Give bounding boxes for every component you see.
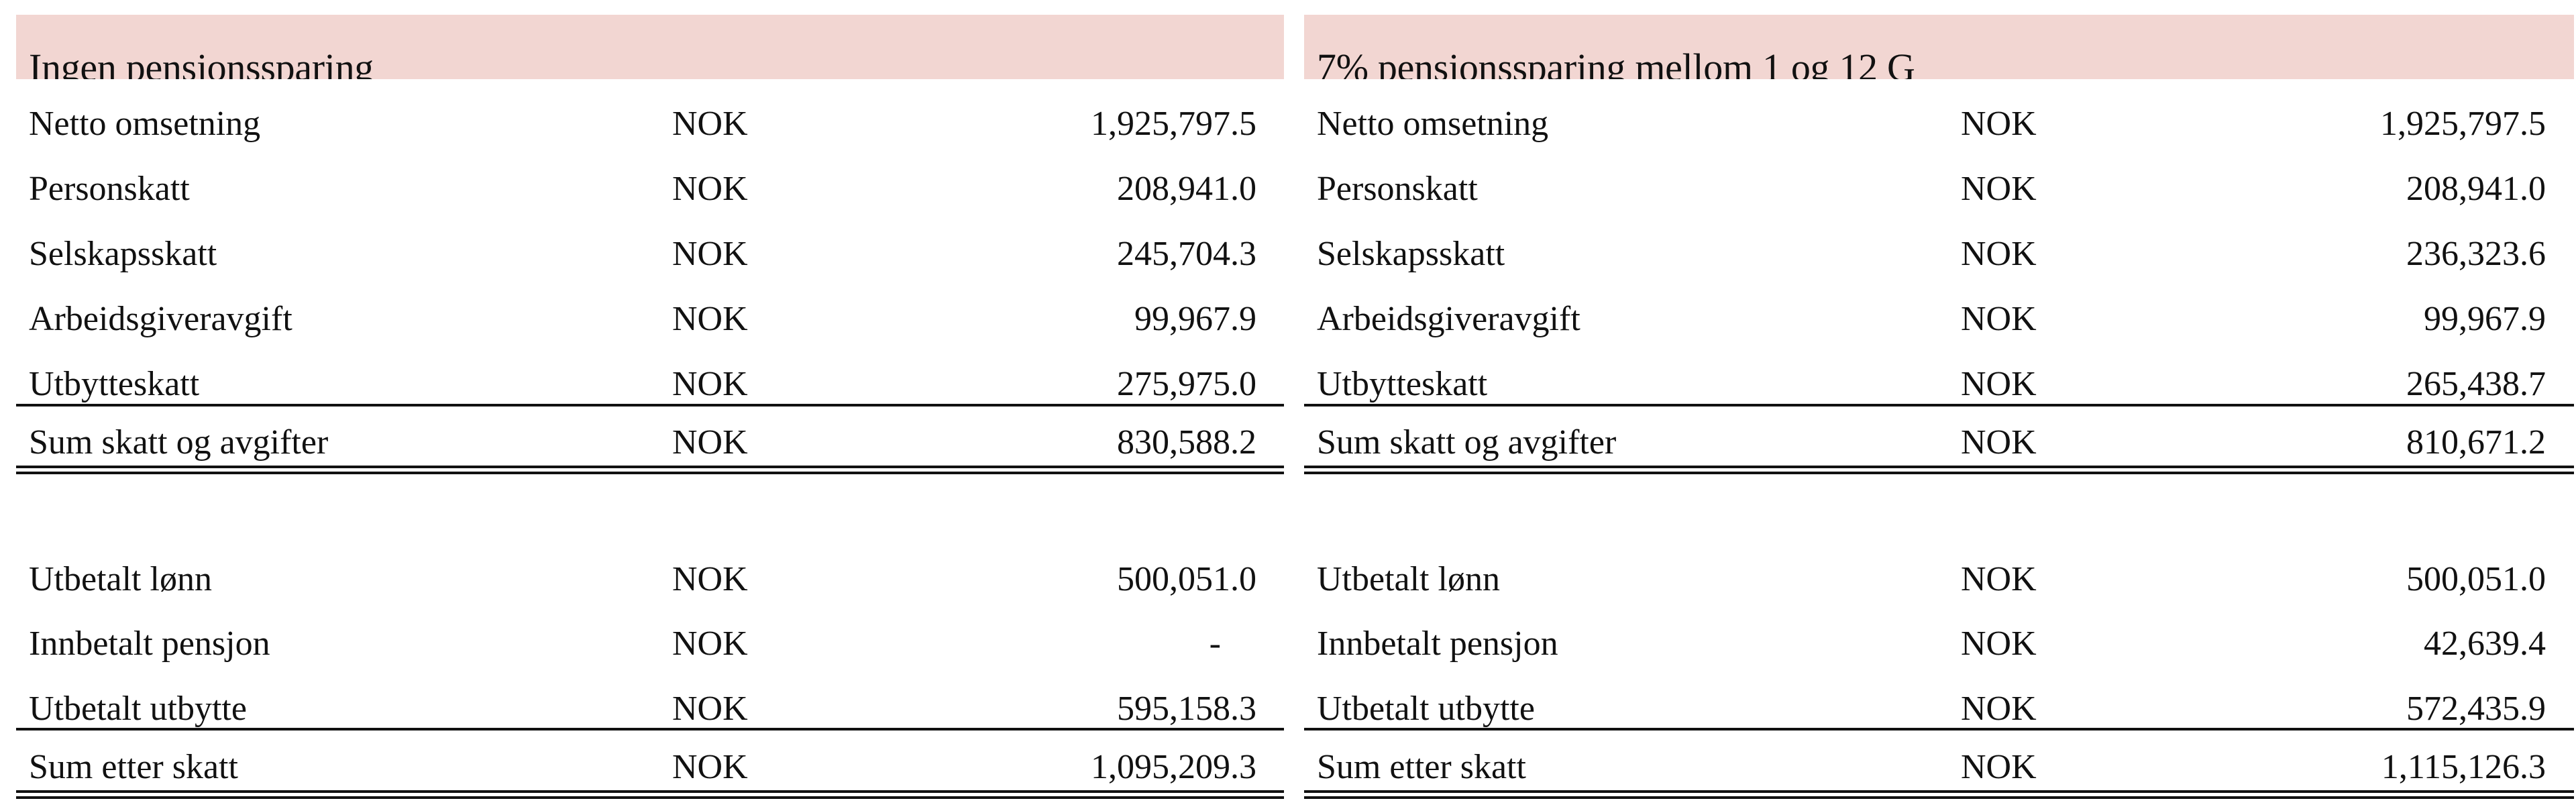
table-row-total-tax: Sum skatt og avgifter NOK 810,671.2 <box>1304 419 2574 466</box>
table-row-utbytteskatt: Utbytteskatt NOK 275,975.0 <box>16 361 1284 408</box>
table-row-arbeidsgiveravgift: Arbeidsgiveravgift NOK 99,967.9 <box>1304 296 2574 343</box>
row-label: Personskatt <box>29 170 190 208</box>
row-value: 1,925,797.5 <box>1091 105 1256 143</box>
row-label: Utbytteskatt <box>1317 365 1488 403</box>
row-currency: NOK <box>672 365 748 403</box>
row-label: Utbytteskatt <box>29 365 200 403</box>
table-row-utbytteskatt: Utbytteskatt NOK 265,438.7 <box>1304 361 2574 408</box>
total-value: 810,671.2 <box>2406 423 2546 462</box>
row-currency: NOK <box>672 170 748 208</box>
row-currency: NOK <box>1961 690 2037 728</box>
row-value: 236,323.6 <box>2406 235 2546 273</box>
row-value: 265,438.7 <box>2406 365 2546 403</box>
row-label: Utbetalt utbytte <box>29 690 247 728</box>
row-value: 99,967.9 <box>2424 300 2546 338</box>
table-row-selskapsskatt: Selskapsskatt NOK 236,323.6 <box>1304 231 2574 278</box>
row-value: 595,158.3 <box>1117 690 1256 728</box>
total-value: 1,095,209.3 <box>1091 748 1256 786</box>
row-label: Utbetalt lønn <box>29 560 212 598</box>
table-row-arbeidsgiveravgift: Arbeidsgiveravgift NOK 99,967.9 <box>16 296 1284 343</box>
total-double-rule <box>16 790 1284 799</box>
table-row-utbetalt-lonn: Utbetalt lønn NOK 500,051.0 <box>16 556 1284 603</box>
row-currency: NOK <box>1961 105 2037 143</box>
table-row-personskatt: Personskatt NOK 208,941.0 <box>16 166 1284 213</box>
table-row-total-tax: Sum skatt og avgifter NOK 830,588.2 <box>16 419 1284 466</box>
total-double-rule <box>16 466 1284 474</box>
row-currency: NOK <box>1961 423 2037 462</box>
row-label: Selskapsskatt <box>1317 235 1505 273</box>
subtotal-rule <box>1304 728 2574 731</box>
row-value: - <box>1209 625 1221 663</box>
row-label: Netto omsetning <box>29 105 261 143</box>
row-value: 208,941.0 <box>1117 170 1256 208</box>
row-value: 572,435.9 <box>2406 690 2546 728</box>
total-value: 1,115,126.3 <box>2381 748 2546 786</box>
row-currency: NOK <box>672 690 748 728</box>
total-value: 830,588.2 <box>1117 423 1256 462</box>
total-label: Sum skatt og avgifter <box>1317 423 1617 462</box>
row-value: 42,639.4 <box>2424 625 2546 663</box>
row-label: Arbeidsgiveravgift <box>29 300 292 338</box>
scenario-panel-7pct-pension: 7% pensjonssparing mellom 1 og 12 G Nett… <box>1304 0 2574 811</box>
scenario-title: Ingen pensjonssparing <box>29 46 374 79</box>
row-label: Innbetalt pensjon <box>29 625 270 663</box>
table-row-selskapsskatt: Selskapsskatt NOK 245,704.3 <box>16 231 1284 278</box>
row-currency: NOK <box>672 300 748 338</box>
total-double-rule <box>1304 790 2574 799</box>
row-currency: NOK <box>1961 560 2037 598</box>
row-label: Utbetalt lønn <box>1317 560 1500 598</box>
total-double-rule <box>1304 466 2574 474</box>
subtotal-rule <box>1304 404 2574 407</box>
row-label: Netto omsetning <box>1317 105 1549 143</box>
row-currency: NOK <box>1961 235 2037 273</box>
subtotal-rule <box>16 404 1284 407</box>
total-label: Sum skatt og avgifter <box>29 423 329 462</box>
row-currency: NOK <box>672 423 748 462</box>
row-currency: NOK <box>672 105 748 143</box>
row-label: Personskatt <box>1317 170 1478 208</box>
row-currency: NOK <box>672 235 748 273</box>
scenario-header: 7% pensjonssparing mellom 1 og 12 G <box>1304 15 2574 79</box>
scenario-title: 7% pensjonssparing mellom 1 og 12 G <box>1317 46 1915 79</box>
row-currency: NOK <box>1961 748 2037 786</box>
table-row-utbetalt-utbytte: Utbetalt utbytte NOK 595,158.3 <box>16 686 1284 733</box>
row-currency: NOK <box>672 748 748 786</box>
row-value: 208,941.0 <box>2406 170 2546 208</box>
row-currency: NOK <box>1961 170 2037 208</box>
table-row-utbetalt-utbytte: Utbetalt utbytte NOK 572,435.9 <box>1304 686 2574 733</box>
row-value: 1,925,797.5 <box>2380 105 2546 143</box>
row-label: Arbeidsgiveravgift <box>1317 300 1580 338</box>
row-currency: NOK <box>1961 365 2037 403</box>
row-currency: NOK <box>672 560 748 598</box>
subtotal-rule <box>16 728 1284 731</box>
table-row-total-net: Sum etter skatt NOK 1,115,126.3 <box>1304 744 2574 791</box>
table-row-innbetalt-pensjon: Innbetalt pensjon NOK - <box>16 620 1284 667</box>
table-row-netto-omsetning: Netto omsetning NOK 1,925,797.5 <box>16 101 1284 148</box>
row-value: 245,704.3 <box>1117 235 1256 273</box>
table-row-total-net: Sum etter skatt NOK 1,095,209.3 <box>16 744 1284 791</box>
row-label: Innbetalt pensjon <box>1317 625 1558 663</box>
row-currency: NOK <box>1961 300 2037 338</box>
row-label: Utbetalt utbytte <box>1317 690 1535 728</box>
row-value: 99,967.9 <box>1134 300 1256 338</box>
row-value: 500,051.0 <box>2406 560 2546 598</box>
row-value: 500,051.0 <box>1117 560 1256 598</box>
row-value: 275,975.0 <box>1117 365 1256 403</box>
scenario-header: Ingen pensjonssparing <box>16 15 1284 79</box>
total-label: Sum etter skatt <box>29 748 238 786</box>
row-currency: NOK <box>672 625 748 663</box>
table-row-utbetalt-lonn: Utbetalt lønn NOK 500,051.0 <box>1304 556 2574 603</box>
table-row-netto-omsetning: Netto omsetning NOK 1,925,797.5 <box>1304 101 2574 148</box>
scenario-panel-no-pension: Ingen pensjonssparing Netto omsetning NO… <box>16 0 1284 811</box>
table-row-personskatt: Personskatt NOK 208,941.0 <box>1304 166 2574 213</box>
table-row-innbetalt-pensjon: Innbetalt pensjon NOK 42,639.4 <box>1304 620 2574 667</box>
row-currency: NOK <box>1961 625 2037 663</box>
row-label: Selskapsskatt <box>29 235 217 273</box>
total-label: Sum etter skatt <box>1317 748 1526 786</box>
